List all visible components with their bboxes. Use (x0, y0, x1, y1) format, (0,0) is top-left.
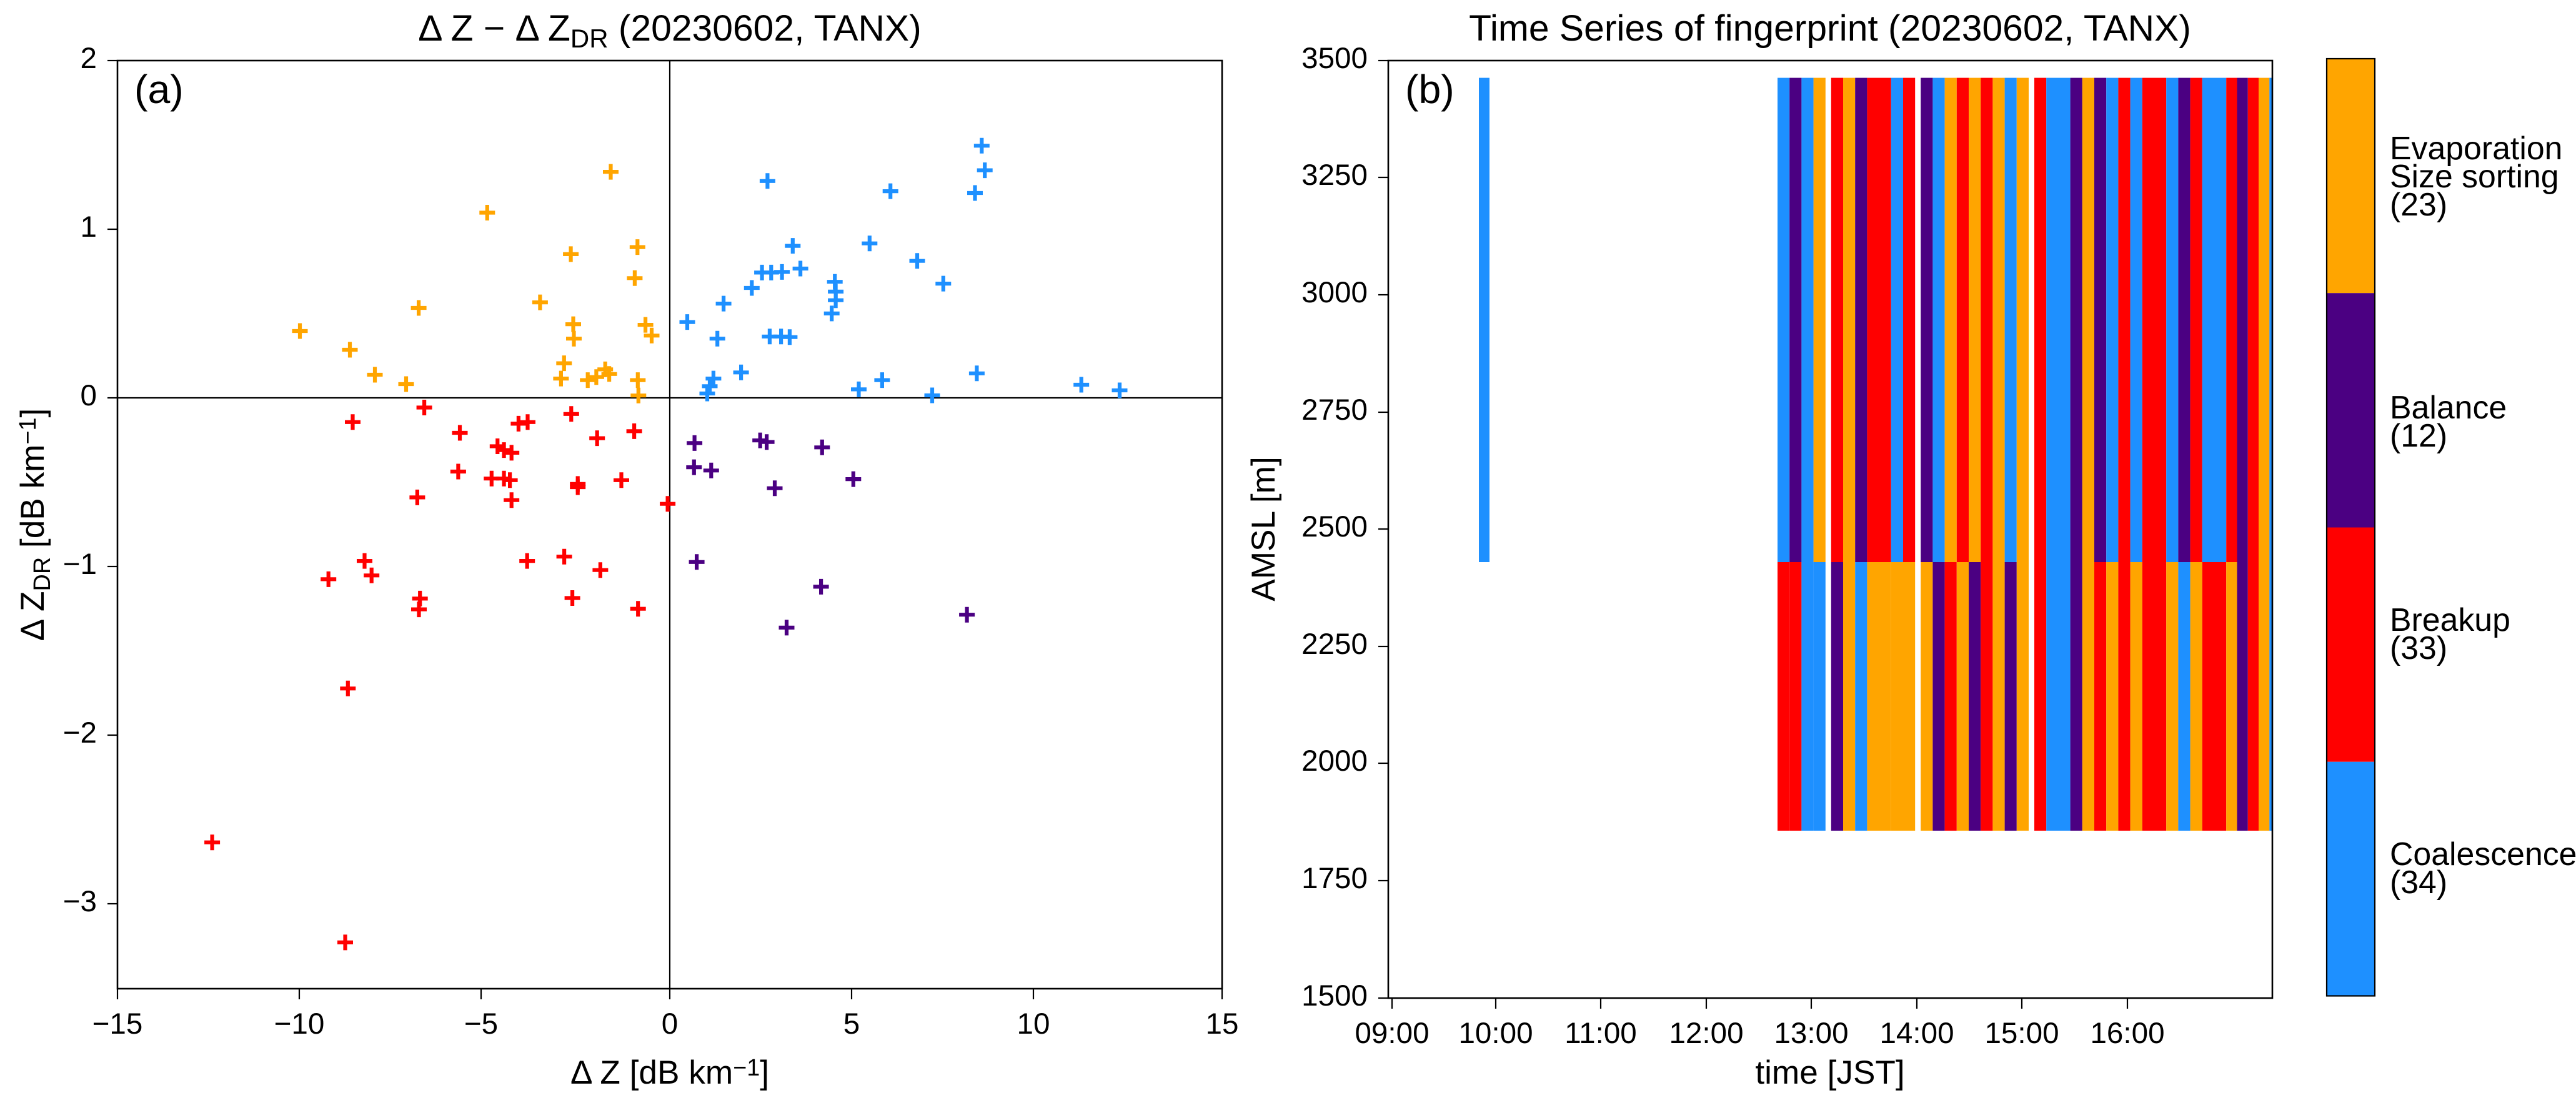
svg-text:time [JST]: time [JST] (1755, 1054, 1904, 1091)
svg-text:10:00: 10:00 (1458, 1017, 1533, 1050)
svg-text:−15: −15 (92, 1007, 143, 1041)
svg-text:−3: −3 (63, 885, 97, 918)
svg-text:Δ Z − Δ ZDR (20230602, TANX): Δ Z − Δ ZDR (20230602, TANX) (418, 8, 921, 53)
svg-text:3000: 3000 (1301, 276, 1368, 309)
svg-text:−2: −2 (63, 716, 97, 749)
svg-text:−1: −1 (63, 548, 97, 581)
svg-text:11:00: 11:00 (1564, 1017, 1637, 1050)
svg-text:15:00: 15:00 (1984, 1017, 2059, 1050)
svg-text:1500: 1500 (1301, 979, 1368, 1012)
svg-text:0: 0 (662, 1007, 678, 1041)
svg-text:16:00: 16:00 (2090, 1017, 2164, 1050)
svg-text:Time Series of fingerprint (20: Time Series of fingerprint (20230602, TA… (1469, 8, 2191, 49)
svg-text:−5: −5 (464, 1007, 498, 1041)
svg-text:(23): (23) (2390, 186, 2447, 222)
svg-text:12:00: 12:00 (1669, 1017, 1743, 1050)
svg-text:(33): (33) (2390, 630, 2447, 666)
svg-text:15: 15 (1206, 1007, 1239, 1041)
svg-text:2500: 2500 (1301, 510, 1368, 543)
svg-text:2: 2 (81, 42, 97, 75)
svg-text:(34): (34) (2390, 864, 2447, 900)
svg-text:3250: 3250 (1301, 159, 1368, 192)
svg-text:14:00: 14:00 (1879, 1017, 1954, 1050)
svg-text:5: 5 (843, 1007, 860, 1041)
svg-text:2750: 2750 (1301, 393, 1368, 427)
svg-text:(12): (12) (2390, 417, 2447, 453)
svg-text:1: 1 (81, 210, 97, 244)
svg-text:0: 0 (81, 379, 97, 412)
svg-text:10: 10 (1017, 1007, 1050, 1041)
svg-text:2000: 2000 (1301, 744, 1368, 778)
svg-text:AMSL [m]: AMSL [m] (1245, 457, 1282, 601)
svg-text:13:00: 13:00 (1774, 1017, 1848, 1050)
svg-text:1750: 1750 (1301, 862, 1368, 895)
svg-text:3500: 3500 (1301, 42, 1368, 75)
svg-text:2250: 2250 (1301, 628, 1368, 661)
svg-text:(b): (b) (1405, 67, 1455, 112)
svg-text:(a): (a) (134, 67, 184, 112)
svg-text:−10: −10 (274, 1007, 325, 1041)
svg-text:09:00: 09:00 (1355, 1017, 1429, 1050)
